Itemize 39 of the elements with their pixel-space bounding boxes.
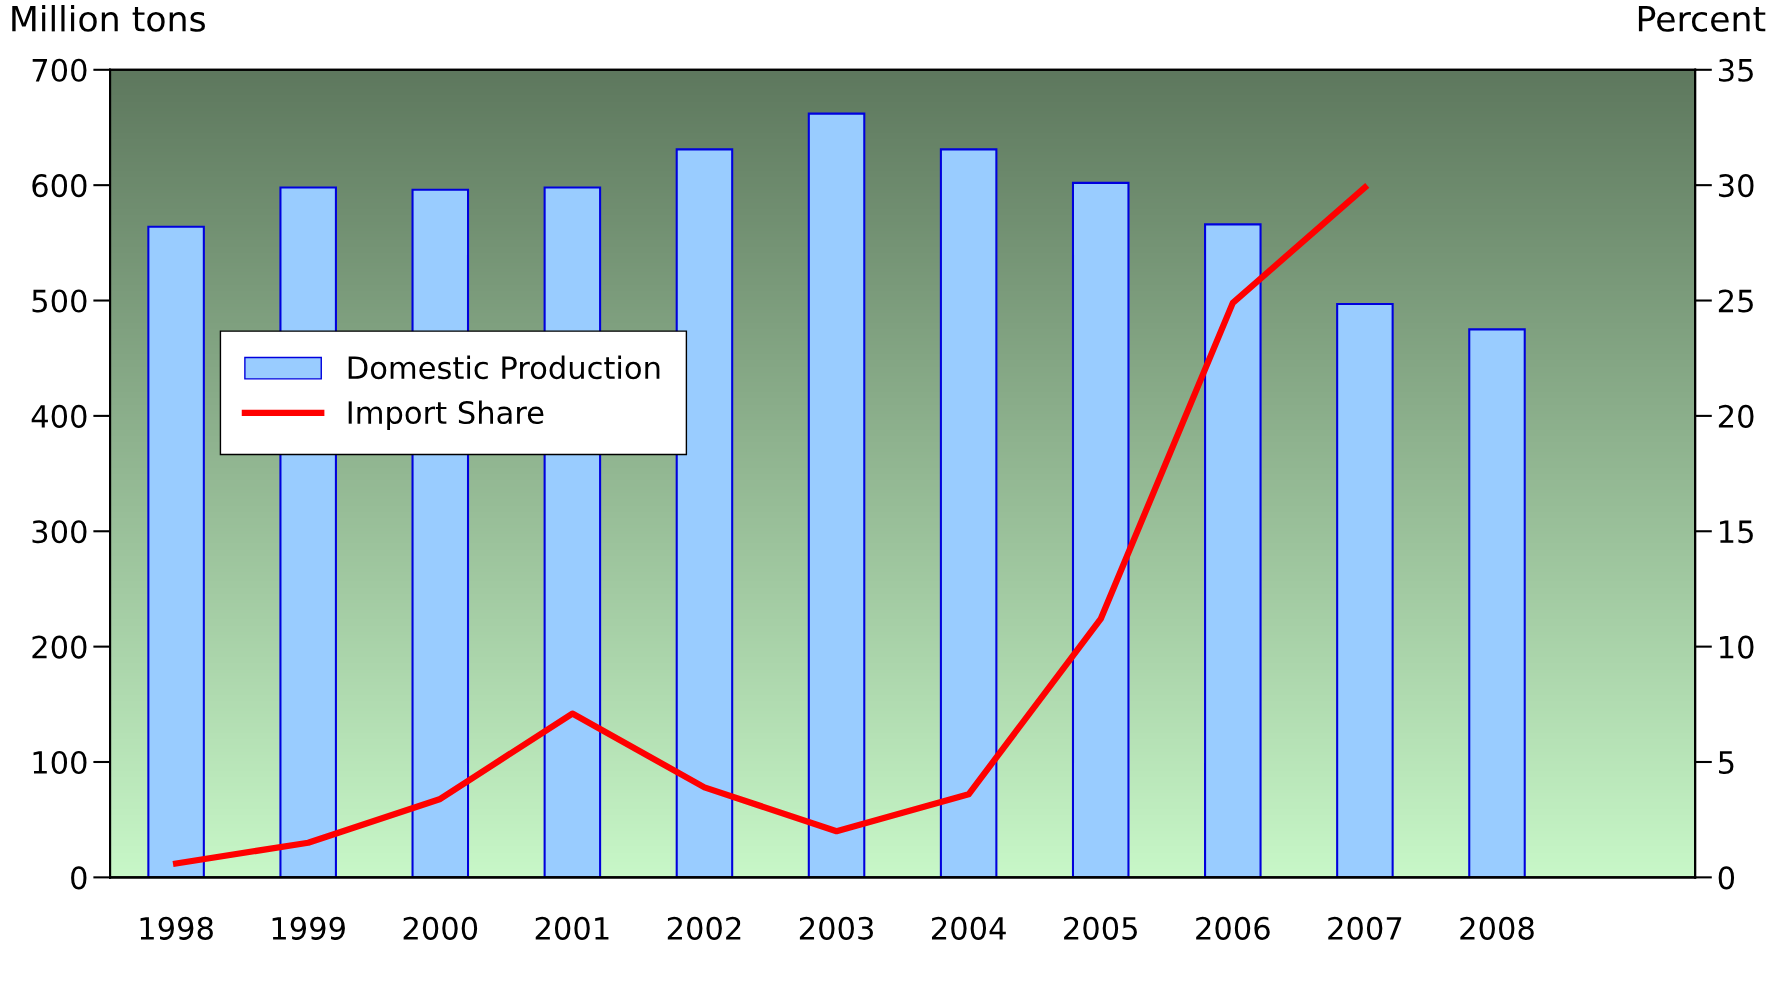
y2-tick-label: 5	[1719, 751, 1734, 775]
bar	[1468, 328, 1526, 878]
bar	[1204, 223, 1262, 878]
bar	[675, 148, 734, 878]
y2-tick-label: 15	[1720, 520, 1753, 544]
x-tick-label: 2004	[931, 916, 1006, 940]
legend-label: Import Share	[348, 400, 544, 431]
x-tick-label: 1999	[272, 916, 345, 940]
y-tick-label: 500	[32, 289, 87, 313]
y-tick-label: 200	[32, 635, 87, 659]
legend-label: Domestic Production	[348, 355, 660, 380]
x-tick-label: 2008	[1460, 916, 1534, 940]
x-tick-label: 2006	[1196, 916, 1270, 940]
bar	[807, 112, 866, 878]
bar	[1336, 302, 1394, 878]
x-tick-label: 2007	[1328, 916, 1402, 940]
y2-tick-label: 0	[1718, 866, 1735, 890]
y-tick-label: 400	[31, 404, 87, 428]
x-tick-label: 2005	[1064, 916, 1137, 940]
y2-tick-label: 35	[1718, 58, 1753, 82]
y2-tick-label: 20	[1718, 404, 1754, 428]
x-tick-label: 2002	[667, 916, 741, 940]
y2-tick-label: 25	[1718, 289, 1753, 313]
y-tick-label: 700	[32, 58, 87, 82]
x-tick-label: 2003	[799, 916, 873, 940]
y-tick-label: 0	[71, 866, 87, 890]
x-tick-label: 2000	[403, 916, 478, 940]
bar	[939, 148, 998, 878]
y2-tick-label: 30	[1718, 174, 1754, 198]
bar	[1071, 181, 1130, 878]
bar	[147, 225, 205, 878]
x-tick-label: 1998	[140, 916, 213, 940]
x-tick-label: 2001	[535, 916, 609, 940]
y-axis-title: Million tons	[12, 4, 205, 32]
y-tick-label: 100	[33, 750, 87, 775]
y2-axis-title: Percent	[1638, 6, 1766, 32]
y2-tick-label: 10	[1720, 635, 1754, 659]
y-tick-label: 300	[32, 520, 87, 544]
y-tick-label: 600	[32, 174, 87, 198]
